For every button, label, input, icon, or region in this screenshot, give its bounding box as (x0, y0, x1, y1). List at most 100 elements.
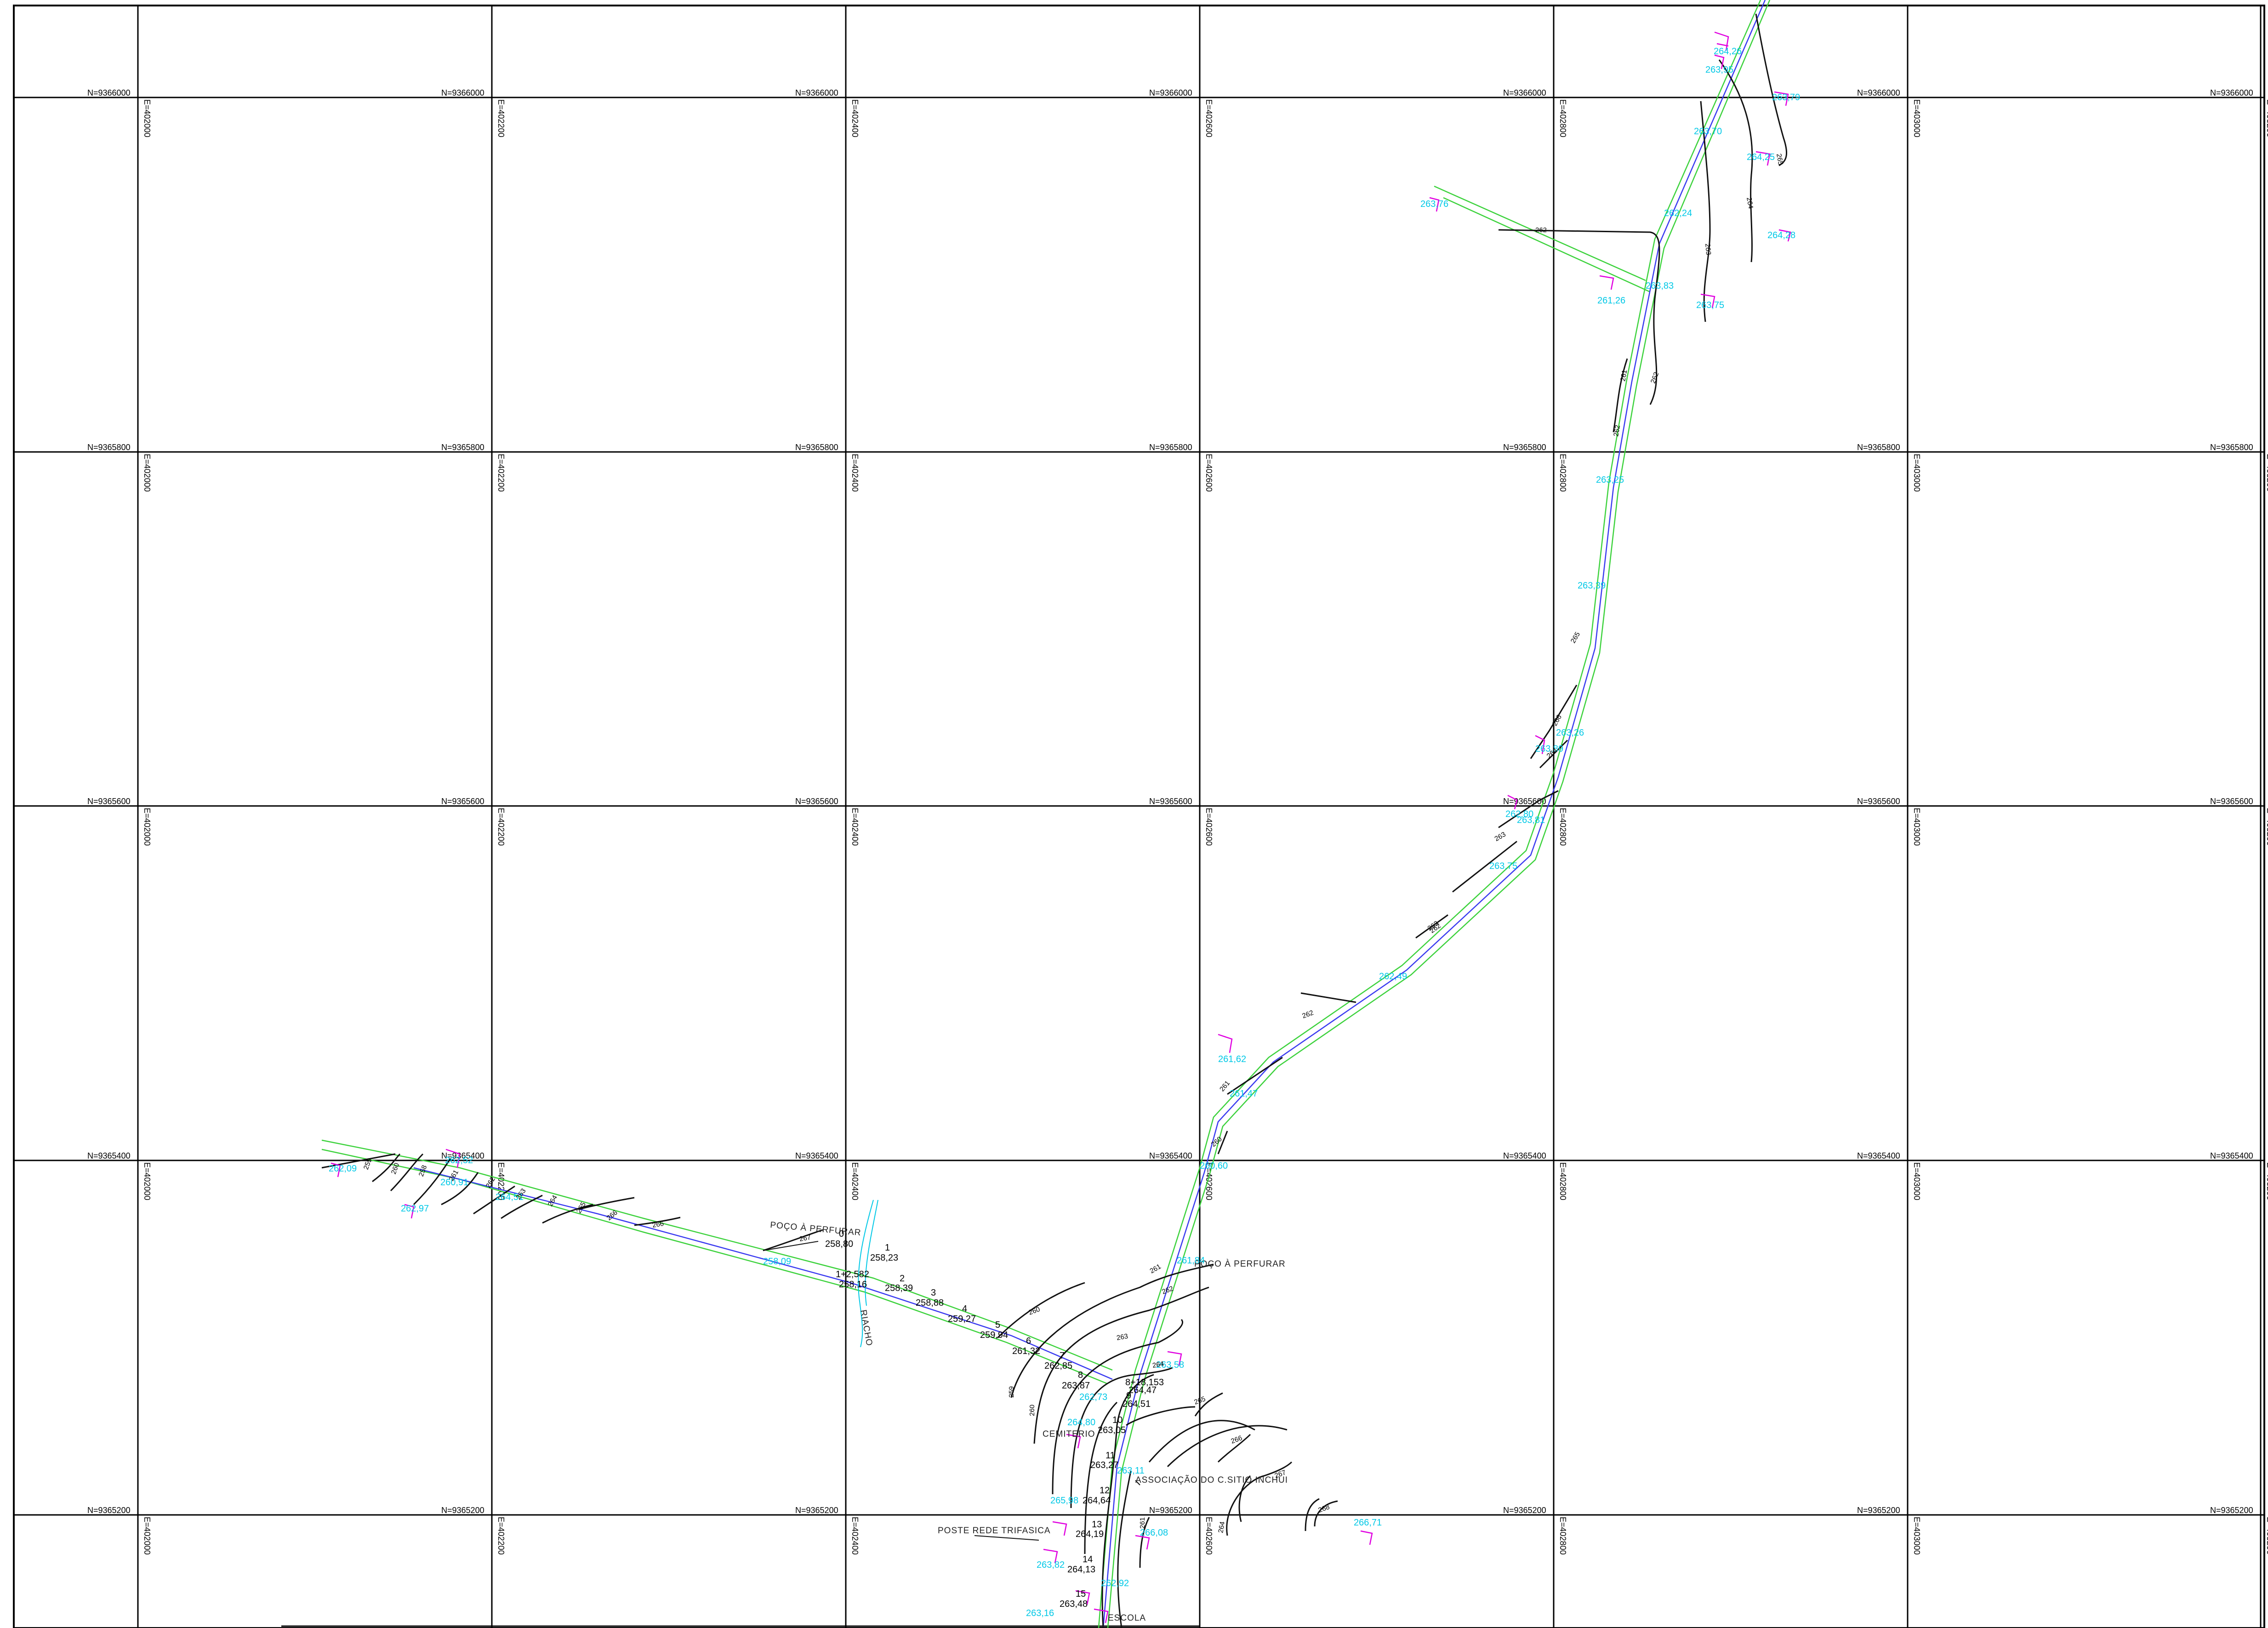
stream (858, 1200, 878, 1348)
contour-value: 263 (1704, 243, 1712, 255)
grid-north-label: N=9366000 (1149, 88, 1192, 97)
grid-north-label: N=9365400 (87, 1151, 131, 1160)
stake-number: 11 (1106, 1451, 1115, 1461)
elevation-label: 263,76 (1420, 199, 1448, 209)
stake-elevation: 264,51 (1123, 1399, 1151, 1409)
grid-east-label: E=402400 (850, 1517, 860, 1555)
grid-north-label: N=9366000 (795, 88, 838, 97)
elevation-label: 264,25 (1747, 152, 1775, 162)
grid-east-label: E=403000 (1912, 1517, 1921, 1555)
grid-north-label: N=9365200 (441, 1506, 484, 1515)
grid-east-label: E=402400 (850, 1162, 860, 1200)
elevation-label: 265,98 (1050, 1496, 1078, 1506)
grid-north-label: N=9365800 (1149, 443, 1192, 452)
grid-north-label: N=9365200 (87, 1506, 131, 1515)
stake-number: 1 (885, 1243, 890, 1253)
elevation-label: 262,09 (329, 1164, 357, 1174)
grid-north-label: N=9365200 (1149, 1506, 1192, 1515)
contour-value: 264 (1745, 197, 1755, 210)
stake-elevation: 264,64 (1083, 1496, 1111, 1506)
contour-value: 263 (1116, 1332, 1129, 1342)
note-poste-rede: POSTE REDE TRIFASICA (938, 1526, 1051, 1536)
elevation-label: 263,26 (1556, 728, 1584, 738)
grid-north-label: N=9365600 (1149, 797, 1192, 806)
stake-number: 0 (839, 1229, 844, 1239)
contour-value: 258 (417, 1164, 429, 1177)
elevation-label: 262,24 (1664, 208, 1692, 218)
contour-value: 266 (1230, 1434, 1243, 1445)
grid-north-label: N=9366000 (87, 88, 131, 97)
grid-east-label: E=403200 (2265, 454, 2268, 492)
stake-elevation: 258,88 (916, 1298, 944, 1308)
contour-value: 261 (1149, 1262, 1162, 1275)
elevation-label: 264,80 (1067, 1417, 1095, 1428)
grid-north-label: N=9365600 (1503, 797, 1546, 806)
contour-lines (321, 13, 1788, 1628)
grid-north-label: N=9366000 (2210, 88, 2253, 97)
grid-east-label: E=402200 (496, 454, 506, 492)
elevation-label: 260,91 (440, 1177, 468, 1188)
elevation-label: 263,70 (1694, 126, 1722, 137)
elevation-label: 264,28 (1767, 230, 1795, 240)
grid-east-label: E=402800 (1558, 454, 1567, 492)
grid-north-label: N=9365400 (2210, 1151, 2253, 1160)
elevation-label: 263,75 (1696, 300, 1724, 310)
note-associacao: ASSOCIAÇÃO DO C.SITIO INCHUI (1135, 1475, 1288, 1485)
stake-number: 3 (931, 1288, 936, 1298)
elevation-label: 263,83 (1646, 281, 1674, 291)
contour-value: 266 (652, 1220, 665, 1229)
grid-east-label: E=402000 (142, 454, 152, 492)
grid-east-label: E=402800 (1558, 808, 1567, 846)
contour-value: 262 (1612, 424, 1622, 437)
elevation-labels: 264,26 263,95 263,79 264,25 263,70 264,2… (329, 46, 1800, 1618)
stake-number: 5 (995, 1320, 1000, 1330)
grid-east-label: E=403000 (1912, 454, 1921, 492)
note-poco-perfurar-1: POÇO À PERFURAR (770, 1220, 862, 1238)
contour-value: 260 (1028, 1405, 1036, 1416)
elevation-label: 262,97 (401, 1204, 429, 1214)
contour-value-labels: 262 264 265 263 262 261 262 265 266 264 … (362, 153, 1784, 1534)
stake-elevation: 263,87 (1062, 1381, 1090, 1391)
grid-north-label: N=9365800 (1503, 443, 1546, 452)
elevation-label: 262,80 (1505, 809, 1533, 819)
elevation-label: 261,47 (1230, 1089, 1258, 1099)
stake-number: 10 (1112, 1415, 1123, 1425)
stake-number: 2 (900, 1274, 905, 1284)
stake-leaders (763, 1241, 1140, 1541)
stake-elevation: 264,47 (1128, 1385, 1157, 1395)
grid-north-label: N=9365400 (1149, 1151, 1192, 1160)
stake-elevation: 258,39 (885, 1283, 913, 1293)
grid-north-label: N=9365600 (441, 797, 484, 806)
grid-east-label: E=402200 (496, 99, 506, 137)
stake-labels: 0 258,80 1 258,23 1+2,582 258,16 2 258,3… (825, 1229, 1164, 1609)
grid-north-label: N=9365600 (87, 797, 131, 806)
grid-north-label: N=9365200 (1503, 1506, 1546, 1515)
contour-value: 261 (1139, 1517, 1146, 1529)
stake-number: 6 (1026, 1336, 1031, 1346)
elevation-label: 263,11 (1117, 1466, 1145, 1476)
contour-value: 268 (1317, 1503, 1331, 1514)
grid-east-label: E=402200 (496, 1517, 506, 1555)
grid-north-label: N=9366000 (1857, 88, 1900, 97)
contour-value: 264 (547, 1194, 559, 1208)
contour-value: 264 (1152, 1360, 1165, 1370)
grid-north-label: N=9365800 (441, 443, 484, 452)
stake-number: 4 (962, 1304, 967, 1314)
grid-east-label: E=402600 (1204, 99, 1214, 137)
grid-coordinate-labels: N=9366000 E=402000 N=9366000 E=402200 N=9366… (87, 88, 2268, 1555)
grid-north-label: N=9365800 (87, 443, 131, 452)
contour-value: 262 (1161, 1285, 1174, 1296)
stake-number: 1+2,582 (836, 1269, 869, 1280)
coordinate-grid (14, 6, 2264, 1628)
grid-east-label: E=402400 (850, 99, 860, 137)
grid-east-label: E=402600 (1204, 454, 1214, 492)
stake-number: 9 (1126, 1391, 1131, 1401)
elevation-label: 263,25 (1596, 475, 1624, 485)
elevation-label: 258,09 (763, 1257, 791, 1267)
stake-elevation: 262,85 (1044, 1361, 1072, 1371)
stake-elevation: 263,27 (1090, 1460, 1118, 1470)
annotations: POÇO À PERFURAR POÇO À PERFURAR RIACHO C… (770, 1220, 1288, 1623)
grid-north-label: N=9365600 (2210, 797, 2253, 806)
grid-east-label: E=402400 (850, 454, 860, 492)
grid-east-label: E=403200 (2265, 1517, 2268, 1555)
